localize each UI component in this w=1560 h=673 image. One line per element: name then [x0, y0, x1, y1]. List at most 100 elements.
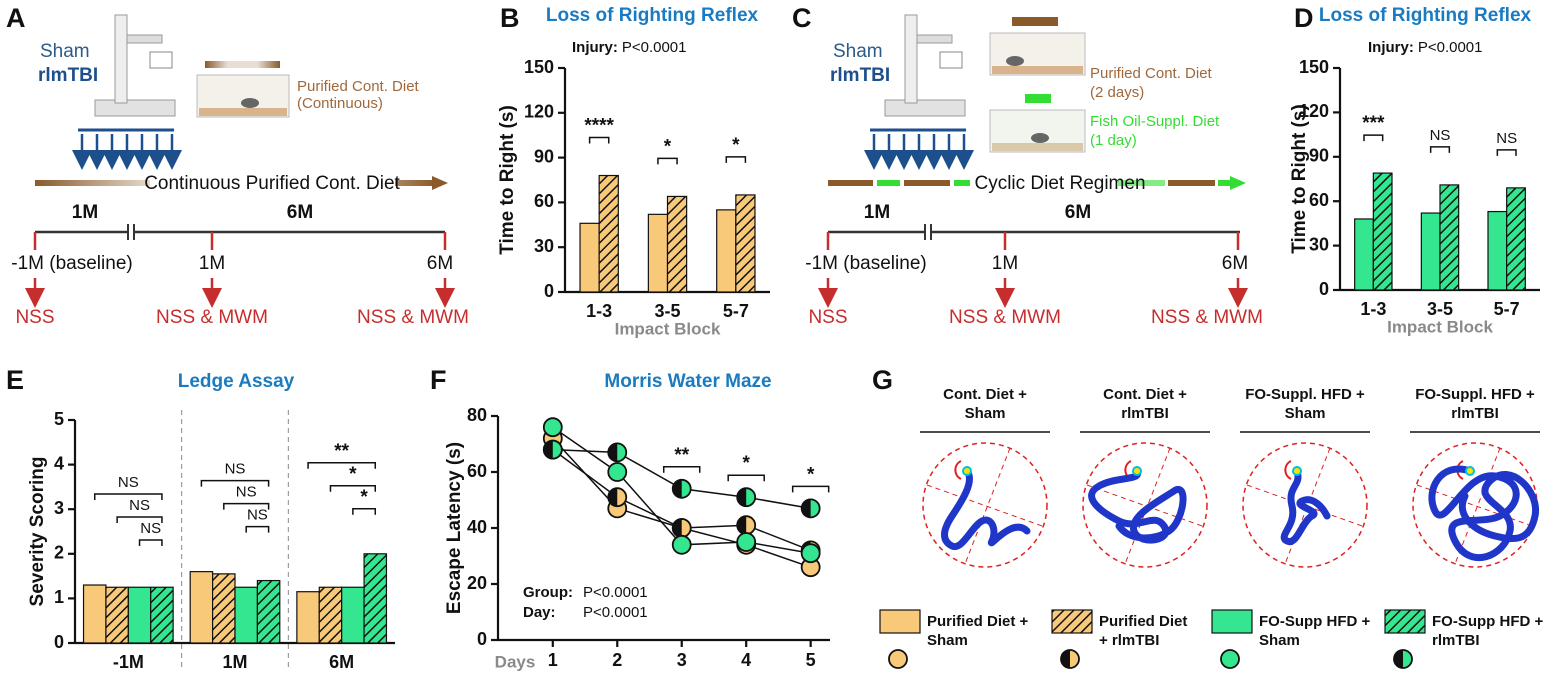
x-tick-label: 5-7 [1494, 299, 1520, 319]
bar [296, 591, 320, 644]
track-title: Cont. Diet + [1103, 386, 1187, 403]
legend-label: rlmTBI [1432, 632, 1480, 649]
diet-label: Fish Oil-Suppl. Diet [1090, 113, 1220, 130]
marker-body [542, 417, 563, 438]
bar [341, 586, 365, 644]
group-label: Sham [833, 41, 883, 62]
platform [954, 460, 962, 480]
sig-label: * [742, 453, 750, 474]
track-title: Sham [965, 405, 1006, 422]
label-bg [150, 172, 395, 196]
device [149, 51, 173, 69]
y-axis-label: Time to Right (s) [1289, 104, 1310, 254]
start [1465, 466, 1475, 476]
y-tick-label: 1 [54, 587, 64, 607]
x-tick-label: -1M [113, 652, 144, 672]
marker-half [672, 519, 682, 537]
y-tick-label: 40 [467, 517, 487, 537]
bar [256, 579, 281, 644]
arrow-head [432, 176, 448, 190]
track-title: FO-Suppl. HFD + [1415, 386, 1535, 403]
device [94, 99, 176, 117]
sig-bracket [200, 479, 270, 487]
sig-bracket [657, 157, 678, 165]
period-label: 6M [1065, 202, 1091, 223]
marker-half [608, 488, 618, 507]
x-axis-label: Impact Block [1387, 317, 1493, 336]
quadrant-line [1124, 447, 1171, 565]
y-tick-label: 0 [54, 632, 64, 652]
sig-label: * [732, 135, 740, 156]
bar [212, 573, 236, 644]
bar [1372, 172, 1393, 291]
marker [1060, 649, 1080, 669]
y-tick-label: 30 [1309, 234, 1329, 254]
bar [579, 222, 600, 293]
sig-label: ** [674, 445, 689, 466]
marker-body [671, 534, 692, 555]
sig-label: NS [129, 497, 150, 514]
quadrant-line [964, 447, 1011, 565]
device [916, 34, 953, 44]
sig-bracket [329, 485, 377, 492]
marker-half [1394, 650, 1403, 668]
test-label: NSS & MWM [357, 307, 469, 328]
y-tick-label: 60 [467, 461, 487, 481]
marker-body [736, 532, 757, 552]
food [205, 61, 280, 68]
stat-text: Day: P<0.0001 [523, 604, 648, 621]
test-label: NSS & MWM [1151, 307, 1263, 328]
sig-label: NS [236, 484, 257, 501]
marker [1393, 649, 1413, 669]
x-tick-label: 6M [329, 652, 354, 672]
group-label: rlmTBI [38, 65, 98, 86]
panel-label: B [500, 3, 520, 33]
y-tick-label: 150 [524, 57, 554, 77]
sig-bracket [116, 516, 163, 524]
legend-label: Sham [1259, 632, 1300, 649]
panel-label: D [1294, 3, 1314, 33]
track-title: rlmTBI [1121, 405, 1169, 422]
bar [1354, 218, 1374, 291]
stat-label: Day: [523, 604, 556, 621]
x-tick-label: 3-5 [654, 301, 680, 321]
panel-label: E [6, 365, 24, 395]
bedding [199, 108, 287, 116]
track-title: Cont. Diet + [943, 386, 1027, 403]
diagram-a: Sham rlmTBI Purified Cont. Diet (Continu… [11, 14, 469, 328]
bar [647, 213, 669, 293]
test-label: NSS [15, 307, 54, 328]
test-label: NSS & MWM [949, 307, 1061, 328]
timepoint-label: 1M [199, 253, 225, 274]
track-plot [1082, 442, 1208, 568]
x-axis-label: Days [495, 652, 536, 671]
legend-label: Purified Diet + [927, 613, 1029, 630]
group-label: rlmTBI [830, 65, 890, 86]
period-label: 1M [864, 202, 890, 223]
pool [1242, 442, 1368, 568]
y-tick-label: 2 [54, 543, 64, 563]
sig-bracket [245, 525, 270, 533]
bedding [992, 66, 1083, 74]
panel-label: F [430, 365, 447, 395]
marker-body [800, 543, 821, 564]
legend-label: Purified Diet [1099, 613, 1187, 630]
panel-label: A [6, 3, 26, 33]
legend-swatch [879, 609, 921, 634]
timepoint-label: 6M [1222, 253, 1248, 274]
period-label: 1M [72, 202, 98, 223]
bar [318, 586, 343, 644]
swim-path [941, 467, 1031, 551]
marker-body [888, 649, 908, 669]
x-tick-label: 5-7 [723, 301, 749, 321]
track-plot [1242, 442, 1368, 568]
legend-swatch [1051, 609, 1093, 634]
sig-bracket [588, 136, 610, 144]
sig-label: * [807, 464, 815, 485]
quadrant-line [1454, 447, 1501, 565]
sig-bracket [138, 539, 163, 547]
diet-label: (2 days) [1090, 84, 1144, 101]
device [114, 14, 128, 104]
bar [1506, 187, 1526, 291]
